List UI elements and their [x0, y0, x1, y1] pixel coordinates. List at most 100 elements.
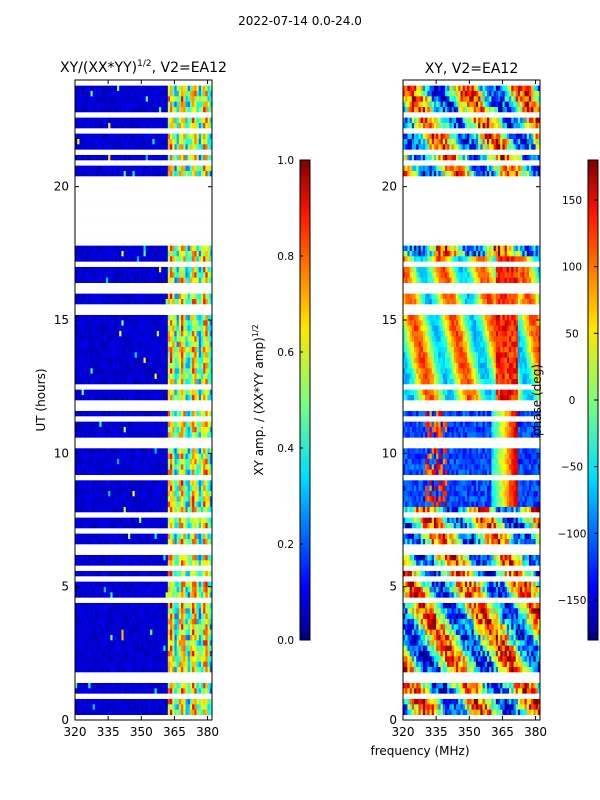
heatmap-cell [128, 698, 131, 705]
heatmap-cell [125, 560, 129, 566]
heatmap-cell [121, 293, 124, 299]
heatmap-cell [121, 362, 124, 369]
heatmap-cell [141, 661, 144, 667]
heatmap-cell [147, 378, 151, 385]
heatmap-cell [189, 293, 193, 299]
heatmap-cell [77, 277, 80, 283]
x-tick-label: 350 [130, 725, 153, 739]
heatmap-cell [81, 522, 85, 529]
heatmap-cell [152, 624, 155, 630]
heatmap-cell [128, 682, 131, 689]
heatmap-cell [152, 122, 155, 129]
heatmap-cell [161, 122, 164, 129]
heatmap-cell [123, 266, 127, 273]
colorbar-tick-label: 0.4 [277, 443, 294, 455]
heatmap-cell [112, 624, 116, 630]
heatmap-cell [183, 133, 186, 139]
heatmap-cell [125, 410, 129, 417]
heatmap-cell [170, 682, 173, 689]
heatmap-cell [154, 602, 158, 609]
heatmap-cell [141, 469, 144, 475]
heatmap-cell [134, 506, 138, 513]
heatmap-cell [134, 245, 138, 251]
heatmap-cell [198, 485, 202, 491]
heatmap-cell [194, 490, 197, 497]
heatmap-cell [94, 661, 98, 667]
heatmap-cell [152, 170, 155, 177]
heatmap-cell [119, 85, 122, 91]
heatmap-cell [196, 96, 200, 102]
heatmap-cell [172, 501, 175, 507]
heatmap-cell [200, 298, 204, 305]
heatmap-cell [161, 570, 164, 577]
heatmap-cell [194, 170, 197, 177]
heatmap-cell [108, 496, 111, 502]
heatmap-cell [94, 394, 98, 401]
heatmap-cell [205, 346, 208, 353]
heatmap-cell [121, 352, 124, 358]
heatmap-cell [161, 640, 164, 646]
heatmap-cell [97, 448, 100, 454]
heatmap-cell [139, 613, 142, 619]
heatmap-cell [156, 314, 160, 321]
heatmap-cell [110, 96, 113, 102]
heatmap-cell [154, 506, 158, 513]
heatmap-cell [207, 245, 211, 251]
heatmap-cell [141, 330, 144, 337]
heatmap-cell [103, 629, 107, 635]
heatmap-cell [112, 106, 116, 113]
heatmap-cell [161, 250, 164, 257]
heatmap-cell [132, 245, 135, 251]
heatmap-cell [172, 709, 175, 715]
heatmap-cell [181, 266, 184, 273]
heatmap-cell [209, 634, 213, 641]
heatmap-cell [88, 480, 91, 486]
heatmap-cell [154, 533, 158, 539]
heatmap-cell [176, 592, 180, 598]
heatmap-cell [161, 490, 164, 497]
flagged-row [75, 197, 212, 203]
heatmap-cell [92, 421, 96, 427]
heatmap-cell [150, 426, 153, 433]
heatmap-cell [192, 421, 195, 427]
heatmap-cell [154, 538, 158, 545]
heatmap-cell [147, 325, 151, 331]
heatmap-cell [181, 394, 184, 401]
heatmap-cell [178, 538, 182, 545]
heatmap-cell [125, 336, 129, 342]
heatmap-cell [189, 496, 193, 502]
heatmap-cell [158, 165, 162, 171]
heatmap-cell [136, 106, 140, 113]
heatmap-cell [189, 432, 193, 438]
heatmap-cell [145, 554, 149, 561]
heatmap-cell [207, 506, 211, 513]
heatmap-cell [183, 85, 186, 91]
heatmap-cell [114, 85, 118, 91]
heatmap-cell [165, 266, 169, 273]
heatmap-cell [125, 586, 129, 593]
heatmap-cell [86, 640, 89, 646]
heatmap-cell [123, 613, 127, 619]
heatmap-cell [194, 138, 197, 145]
heatmap-cell [165, 704, 169, 710]
heatmap-cell [101, 362, 105, 369]
heatmap-cell [143, 634, 147, 641]
heatmap-cell [79, 394, 82, 401]
heatmap-cell [170, 90, 173, 97]
heatmap-cell [203, 629, 206, 635]
heatmap-cell [165, 144, 169, 150]
heatmap-cell [81, 298, 85, 305]
heatmap-cell [105, 106, 109, 113]
heatmap-cell [112, 464, 116, 470]
heatmap-cell [103, 480, 107, 486]
heatmap-cell [136, 485, 140, 491]
heatmap-cell [83, 362, 87, 369]
heatmap-cell [75, 517, 78, 523]
heatmap-cell [158, 320, 162, 326]
heatmap-cell [119, 96, 122, 102]
heatmap-cell [88, 394, 91, 401]
heatmap-cell [156, 336, 160, 342]
heatmap-cell [200, 272, 204, 278]
heatmap-cell [101, 122, 105, 129]
heatmap-cell [189, 154, 193, 161]
